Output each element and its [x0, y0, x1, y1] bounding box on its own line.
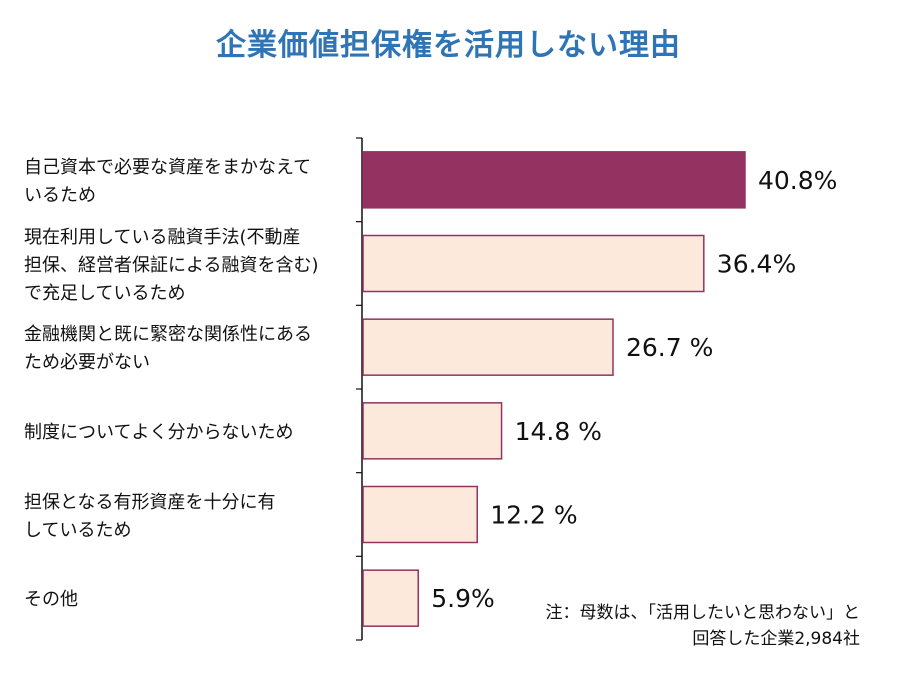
bar	[362, 485, 478, 544]
bar	[362, 402, 503, 460]
bar-value-label: 12.2 %	[490, 501, 577, 530]
bar-value-label: 5.9%	[431, 584, 495, 613]
bar-value-label: 36.4%	[717, 250, 796, 279]
bar-value-label: 14.8 %	[515, 417, 602, 446]
category-label: 金融機関と既に緊密な関係性にある ため必要がない	[24, 324, 312, 374]
bar	[362, 151, 746, 209]
footnote-line-2: 回答した企業2,984社	[692, 629, 860, 649]
chart-title: 企業価値担保権を活用しない理由	[216, 28, 681, 63]
category-label: 制度についてよく分からないため	[24, 421, 294, 443]
category-label: 自己資本で必要な資産をまかなえて いるため	[24, 156, 312, 206]
footnote-line-1: 注：母数は、「活用したいと思わない」と	[545, 603, 861, 623]
category-label: 担保となる有形資産を十分に有 しているため	[24, 491, 276, 541]
bar	[362, 234, 705, 293]
bar-value-label: 26.7 %	[626, 333, 713, 362]
bar	[362, 318, 614, 376]
bar-value-label: 40.8%	[758, 166, 837, 195]
category-label: 現在利用している融資手法(不動産 担保、経営者保証による融資を含む) で充足して…	[24, 226, 319, 304]
category-label: その他	[24, 589, 78, 611]
bar	[362, 569, 419, 627]
